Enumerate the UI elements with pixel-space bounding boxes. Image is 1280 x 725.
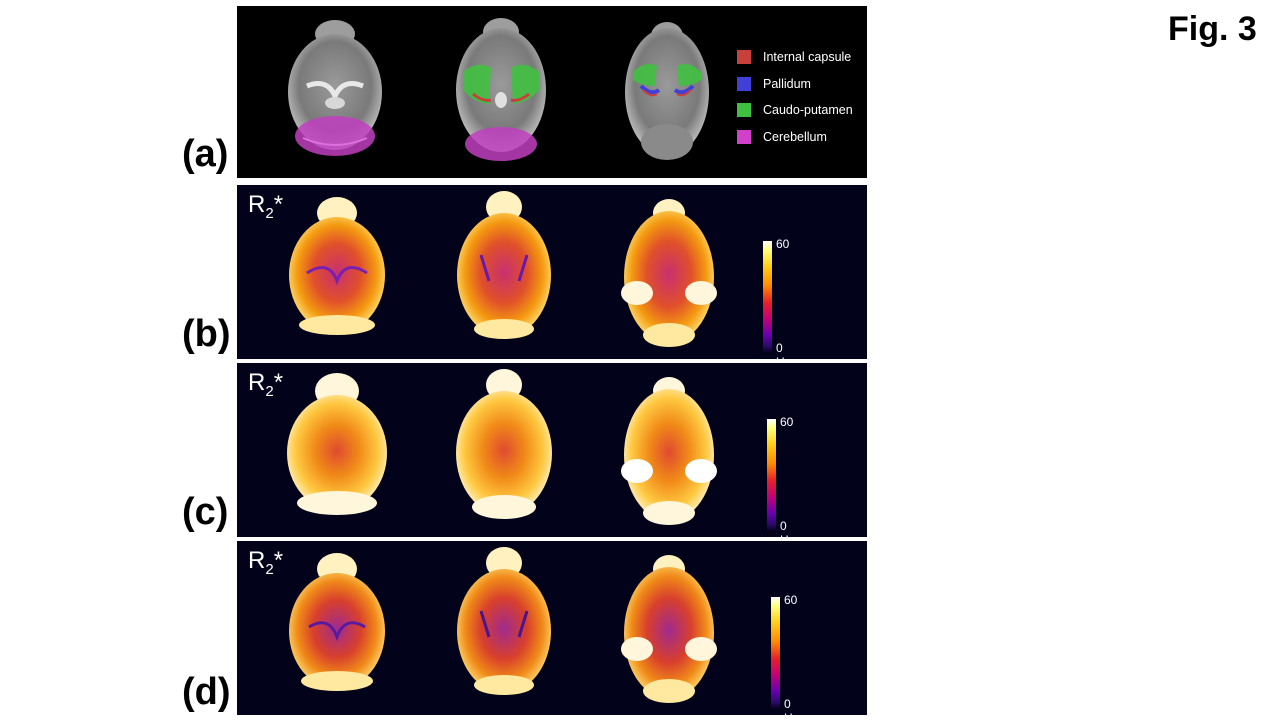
colorbar-max-label: 60 xyxy=(776,237,790,251)
r2star-brain-3 xyxy=(621,377,717,525)
panel-a-anatomy: Internal capsule Pallidum Caudo-putamen … xyxy=(237,6,867,178)
r2star-brain-1 xyxy=(289,197,385,335)
region-legend: Internal capsule Pallidum Caudo-putamen … xyxy=(737,44,853,150)
r2star-brain-1 xyxy=(287,373,387,515)
legend-swatch xyxy=(737,76,751,91)
legend-swatch xyxy=(737,50,751,65)
legend-swatch xyxy=(737,103,751,118)
legend-label: Internal capsule xyxy=(763,50,852,65)
anatomy-brain-1 xyxy=(288,20,382,156)
legend-item-pallidum: Pallidum xyxy=(737,71,853,98)
anatomy-brain-2 xyxy=(456,18,546,161)
colorbar: 60 0 Hz xyxy=(771,593,799,725)
panel-label-c: (c) xyxy=(182,491,229,533)
anatomy-images xyxy=(237,6,867,178)
map-label-r2star: R2* xyxy=(248,369,284,400)
r2star-map-c xyxy=(237,363,867,537)
panel-c-r2star-map: R2* 60 0 Hz xyxy=(237,363,867,547)
r2star-brain-2 xyxy=(457,191,551,339)
colorbar-min-label: 0 Hz xyxy=(784,697,799,725)
colorbar-gradient xyxy=(771,597,780,709)
panel-label-d: (d) xyxy=(182,671,231,713)
panel-label-b: (b) xyxy=(182,313,231,355)
legend-label: Cerebellum xyxy=(763,129,827,144)
panel-b-r2star-map: R2* 60 0 Hz xyxy=(237,185,867,369)
panel-label-a: (a) xyxy=(182,133,229,175)
legend-item-internal-capsule: Internal capsule xyxy=(737,44,853,71)
r2star-brain-3 xyxy=(621,199,717,347)
map-label-r2star: R2* xyxy=(248,547,284,578)
r2star-brain-1 xyxy=(289,553,385,691)
r2star-map-b xyxy=(237,185,867,359)
colorbar-gradient xyxy=(767,419,776,531)
map-label-r2star: R2* xyxy=(248,191,284,222)
colorbar: 60 0 Hz xyxy=(767,415,795,547)
legend-item-cerebellum: Cerebellum xyxy=(737,124,853,151)
colorbar-gradient xyxy=(763,241,772,353)
legend-item-caudo-putamen: Caudo-putamen xyxy=(737,97,853,124)
r2star-brain-3 xyxy=(621,555,717,703)
panel-d-r2star-map: R2* 60 0 Hz xyxy=(237,541,867,725)
colorbar: 60 0 Hz xyxy=(763,237,791,369)
figure-title: Fig. 3 xyxy=(1168,10,1257,48)
r2star-brain-2 xyxy=(456,369,552,519)
r2star-brain-2 xyxy=(457,547,551,695)
r2star-map-d xyxy=(237,541,867,715)
legend-label: Pallidum xyxy=(763,76,811,91)
anatomy-brain-3 xyxy=(625,22,709,160)
legend-swatch xyxy=(737,129,751,144)
colorbar-max-label: 60 xyxy=(784,593,798,607)
colorbar-max-label: 60 xyxy=(780,415,794,429)
legend-label: Caudo-putamen xyxy=(763,103,853,118)
